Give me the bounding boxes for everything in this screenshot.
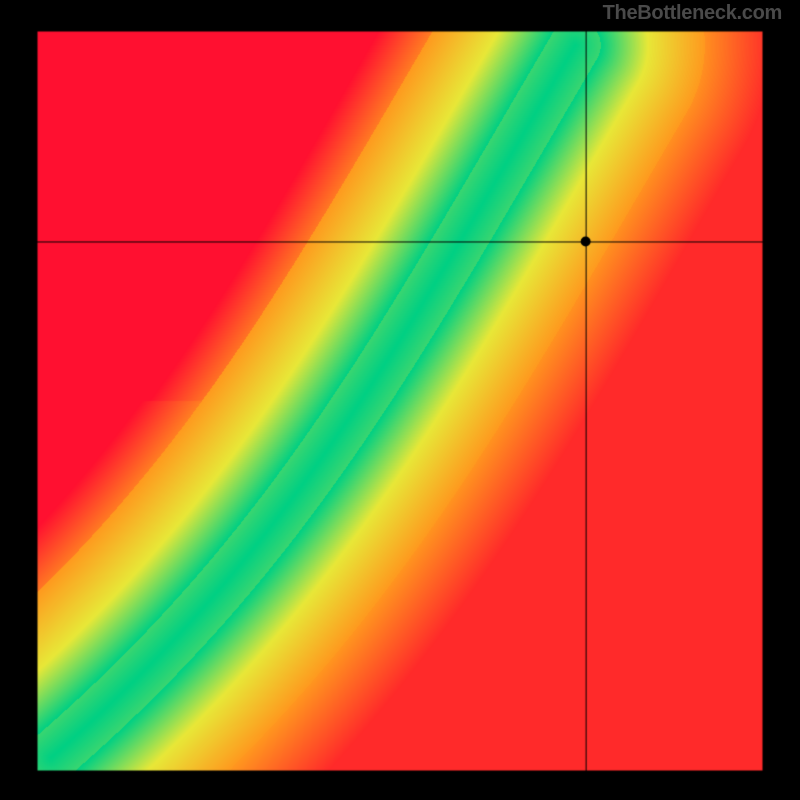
- watermark-text: TheBottleneck.com: [603, 2, 782, 25]
- chart-container: TheBottleneck.com: [0, 0, 800, 800]
- heatmap-canvas: [0, 0, 800, 800]
